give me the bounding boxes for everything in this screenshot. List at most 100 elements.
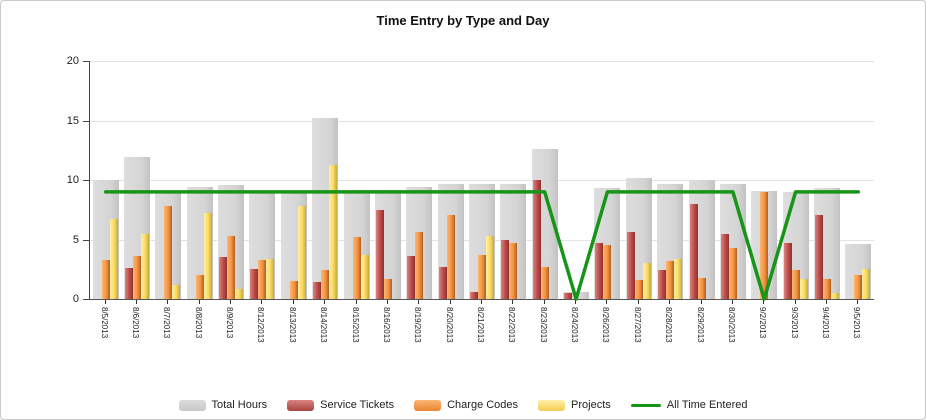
legend-label: Charge Codes [447, 399, 519, 411]
bar-service-tickets [814, 214, 823, 299]
bar-service-tickets [689, 203, 698, 299]
bar-projects [360, 254, 369, 299]
y-tick [83, 61, 89, 62]
bar-charge-codes [133, 256, 142, 299]
bar-projects [329, 164, 338, 299]
x-tick [355, 300, 357, 304]
x-tick-label: 8/28/2013 [664, 307, 674, 343]
bar-charge-codes [603, 245, 612, 299]
legend-label: All Time Entered [666, 399, 748, 411]
x-tick-label: 9/4/2013 [820, 307, 830, 339]
bar-projects [109, 219, 118, 299]
y-tick-label: 5 [72, 233, 79, 246]
gridline [90, 180, 874, 181]
bar-service-tickets [564, 293, 573, 299]
bar-projects [486, 235, 494, 299]
x-tick-label: 9/3/2013 [789, 307, 799, 339]
x-tick [198, 300, 200, 304]
plot-area [89, 61, 874, 301]
legend-swatch-cc [414, 399, 442, 411]
x-tick-label: 8/13/2013 [287, 307, 297, 343]
bar-service-tickets [470, 291, 478, 299]
bar-charge-codes [540, 266, 549, 299]
bar-service-tickets [375, 209, 384, 299]
x-tick [794, 300, 796, 304]
x-tick [700, 300, 702, 304]
x-tick [731, 300, 733, 304]
bar-charge-codes [415, 232, 424, 299]
bar-service-tickets [313, 282, 322, 299]
x-tick-label: 8/21/2013 [476, 307, 485, 343]
bar-service-tickets [438, 266, 447, 299]
legend-item: Projects [538, 399, 611, 411]
legend-swatch-total [178, 399, 206, 411]
x-tick [324, 300, 326, 304]
bar-service-tickets [125, 268, 134, 299]
x-tick [669, 300, 671, 304]
bar-charge-codes [728, 247, 737, 299]
legend: Total Hours Service Tickets Charge Codes Pr… [1, 399, 925, 411]
chart-title: Time Entry by Type and Day [376, 13, 550, 28]
x-tick [230, 300, 232, 304]
bar-service-tickets [219, 257, 228, 299]
bar-service-tickets [658, 270, 667, 299]
x-tick [104, 300, 106, 304]
x-tick [543, 300, 545, 304]
x-tick [637, 300, 639, 304]
x-tick-label: 8/9/2013 [225, 307, 235, 339]
legend-item: Charge Codes [414, 399, 518, 411]
bar-service-tickets [407, 256, 416, 299]
y-tick-label: 0 [72, 293, 79, 305]
y-tick [83, 120, 89, 122]
bar-projects [141, 233, 150, 299]
legend-label: Projects [571, 399, 611, 411]
x-tick [763, 300, 765, 304]
x-tick [512, 300, 514, 304]
bar-charge-codes [164, 206, 173, 299]
y-tick-label: 15 [66, 114, 79, 127]
bar-projects [799, 278, 808, 299]
x-tick-label: 8/24/2013 [570, 307, 580, 343]
x-tick-label: 8/23/2013 [538, 307, 548, 343]
gridline [90, 61, 874, 62]
bar-charge-codes [446, 214, 455, 299]
y-tick-label: 20 [66, 55, 79, 67]
x-tick-label: 8/26/2013 [601, 307, 611, 343]
bar-charge-codes [666, 260, 675, 299]
bar-service-tickets [626, 232, 635, 299]
legend-item: Service Tickets [287, 399, 394, 411]
x-tick [857, 300, 859, 304]
x-tick-label: 8/29/2013 [695, 307, 705, 343]
x-tick-label: 8/22/2013 [507, 307, 517, 343]
x-tick [575, 300, 577, 304]
x-tick-label: 8/14/2013 [319, 307, 329, 343]
bar-projects [642, 263, 651, 299]
bar-charge-codes [854, 275, 863, 299]
legend-swatch-st [287, 399, 315, 411]
x-tick-label: 8/20/2013 [444, 307, 454, 343]
y-tick [83, 299, 89, 300]
bar-charge-codes [101, 259, 110, 299]
x-tick [825, 300, 827, 304]
bar-projects [235, 289, 244, 299]
bar-charge-codes [321, 270, 330, 299]
x-axis-labels: 8/5/2013 8/6/2013 8/7/2013 8/8/2013 8/9/2013… [89, 300, 873, 372]
x-tick-label: 8/19/2013 [413, 307, 423, 343]
bar-projects [203, 213, 212, 299]
legend-item: Total Hours [178, 399, 267, 411]
bar-projects [830, 293, 839, 299]
y-tick [83, 239, 89, 241]
bar-charge-codes [822, 278, 831, 299]
bar-charge-codes [634, 279, 643, 299]
x-tick-label: 8/7/2013 [162, 307, 172, 339]
x-tick [136, 300, 138, 304]
bar-service-tickets [595, 243, 604, 299]
legend-label: Service Tickets [320, 399, 395, 411]
bar-projects [266, 258, 275, 299]
bar-projects [862, 269, 871, 299]
x-tick [386, 300, 388, 304]
x-tick-label: 8/5/2013 [99, 307, 109, 339]
x-tick [167, 300, 169, 304]
bar-charge-codes [478, 254, 486, 299]
bar-charge-codes [289, 281, 298, 299]
